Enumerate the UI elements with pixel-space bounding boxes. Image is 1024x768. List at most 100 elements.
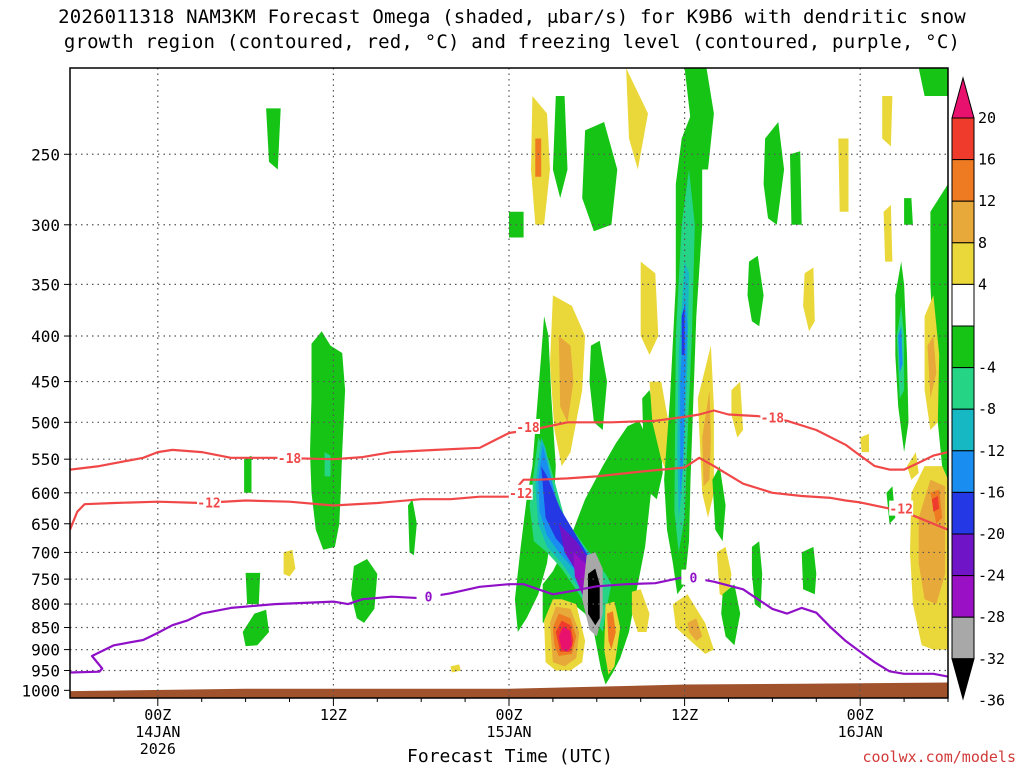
omega-region-60 — [838, 138, 849, 212]
label-minus12-b: -12 — [509, 487, 532, 502]
omega-region-9 — [450, 664, 461, 673]
omega-region-67 — [898, 326, 903, 373]
omega-region-73 — [931, 496, 940, 512]
omega-region-15 — [626, 68, 648, 170]
y-tick-label-350: 350 — [31, 275, 60, 294]
colorbar-bin-2 — [951, 159, 975, 202]
colorbar-label-10: -24 — [978, 567, 1005, 585]
omega-region-55 — [747, 255, 764, 327]
y-tick-label-900: 900 — [31, 641, 60, 660]
credit-text: coolwx.com/models — [862, 748, 1016, 766]
y-tick-label-650: 650 — [31, 515, 60, 534]
y-tick-label-600: 600 — [31, 484, 60, 503]
colorbar-bin-8 — [951, 408, 975, 452]
y-tick-label-750: 750 — [31, 570, 60, 589]
label-minus12-c: -12 — [889, 503, 912, 518]
label-minus12-a-bg — [197, 494, 222, 510]
omega-region-31 — [558, 626, 572, 652]
colorbar-bin-1 — [951, 117, 975, 161]
x-tick-label-36-0: 12Z — [671, 706, 698, 724]
colorbar-bin-9 — [951, 450, 975, 493]
x-tick-label-0-0: 00Z — [144, 706, 171, 724]
label-minus12-b-bg — [508, 484, 533, 500]
omega-shading — [242, 68, 948, 685]
omega-region-1 — [310, 331, 346, 550]
y-tick-label-800: 800 — [31, 595, 60, 614]
colorbar-label-2: 12 — [978, 192, 996, 210]
y-tick-label-700: 700 — [31, 543, 60, 562]
label-freezing-a-bg — [416, 588, 441, 604]
omega-region-38 — [649, 381, 669, 473]
label-minus18-a: -18 — [278, 452, 302, 467]
contour-minus18 — [70, 409, 948, 471]
colorbar-bin-4 — [951, 242, 975, 285]
omega-region-16 — [640, 261, 659, 355]
label-freezing-b-bg — [681, 569, 706, 585]
x-tick-label-48-0: 00Z — [847, 706, 874, 724]
omega-region-63 — [918, 68, 948, 96]
x-axis-title: Forecast Time (UTC) — [407, 746, 613, 767]
colorbar-label-4: 4 — [978, 275, 987, 293]
omega-region-14 — [582, 122, 618, 232]
omega-region-58 — [803, 267, 815, 332]
grid-lines — [70, 68, 948, 698]
y-tick-label-950: 950 — [31, 662, 60, 681]
omega-region-36 — [589, 340, 607, 430]
chart-title-line-2: growth region (contoured, red, °C) and f… — [63, 31, 961, 53]
x-tick-label-0-1: 14JAN — [135, 723, 180, 741]
label-freezing-b: 0 — [689, 572, 697, 587]
chart-title-line-1: 2026011318 NAM3KM Forecast Omega (shaded… — [58, 6, 966, 28]
omega-region-0 — [266, 108, 281, 170]
label-minus18-c-bg — [760, 409, 785, 425]
y-tick-label-850: 850 — [31, 618, 60, 637]
y-tick-label-500: 500 — [31, 413, 60, 432]
omega-region-76 — [904, 198, 913, 225]
label-minus18-a-bg — [277, 449, 302, 465]
label-minus12-c-bg — [889, 500, 914, 516]
colorbar-label-3: 8 — [978, 234, 987, 252]
omega-region-2 — [324, 452, 331, 477]
colorbar-bin-7 — [951, 367, 975, 410]
omega-region-5 — [351, 559, 378, 623]
y-tick-label-550: 550 — [31, 450, 60, 469]
label-minus18-b: -18 — [516, 421, 540, 436]
omega-region-8 — [283, 549, 296, 577]
colorbar-bin-11 — [951, 533, 975, 577]
omega-region-61 — [860, 433, 869, 453]
colorbar-bin-12 — [951, 575, 975, 618]
colorbar-label-1: 16 — [978, 151, 996, 169]
omega-region-39 — [631, 589, 650, 632]
omega-region-56 — [763, 122, 785, 225]
omega-region-75 — [927, 336, 937, 399]
omega-region-49 — [712, 466, 726, 542]
omega-region-53 — [721, 584, 741, 646]
omega-region-68 — [930, 184, 948, 480]
omega-region-51 — [687, 618, 703, 641]
y-tick-label-1000: 1000 — [21, 681, 60, 700]
colorbar-label-6: -8 — [978, 400, 996, 418]
contour-freezing-level — [70, 575, 948, 678]
omega-region-64 — [883, 205, 893, 262]
omega-region-35 — [558, 336, 574, 423]
omega-region-59 — [801, 546, 817, 595]
colorbar-bin-3 — [951, 200, 975, 244]
colorbar-label-13: -36 — [978, 691, 1005, 709]
x-tick-label-12-0: 12Z — [320, 706, 347, 724]
colorbar-label-0: 20 — [978, 109, 996, 127]
omega-region-4 — [242, 609, 269, 647]
colorbar-bin-10 — [951, 491, 975, 535]
x-tick-label-24-0: 00Z — [495, 706, 522, 724]
label-minus12-a: -12 — [197, 496, 220, 511]
colorbar-label-5: -4 — [978, 359, 996, 377]
colorbar-bin-0 — [951, 76, 975, 119]
x-tick-label-48-1: 16JAN — [838, 723, 883, 741]
y-tick-label-450: 450 — [31, 373, 60, 392]
colorbar-bin-14 — [951, 658, 975, 701]
omega-region-43 — [680, 295, 688, 493]
colorbar-label-7: -12 — [978, 442, 1005, 460]
omega-region-44 — [681, 305, 685, 355]
omega-region-12 — [535, 138, 542, 177]
omega-region-26 — [588, 568, 600, 626]
x-tick-label-0-2: 2026 — [140, 740, 176, 758]
